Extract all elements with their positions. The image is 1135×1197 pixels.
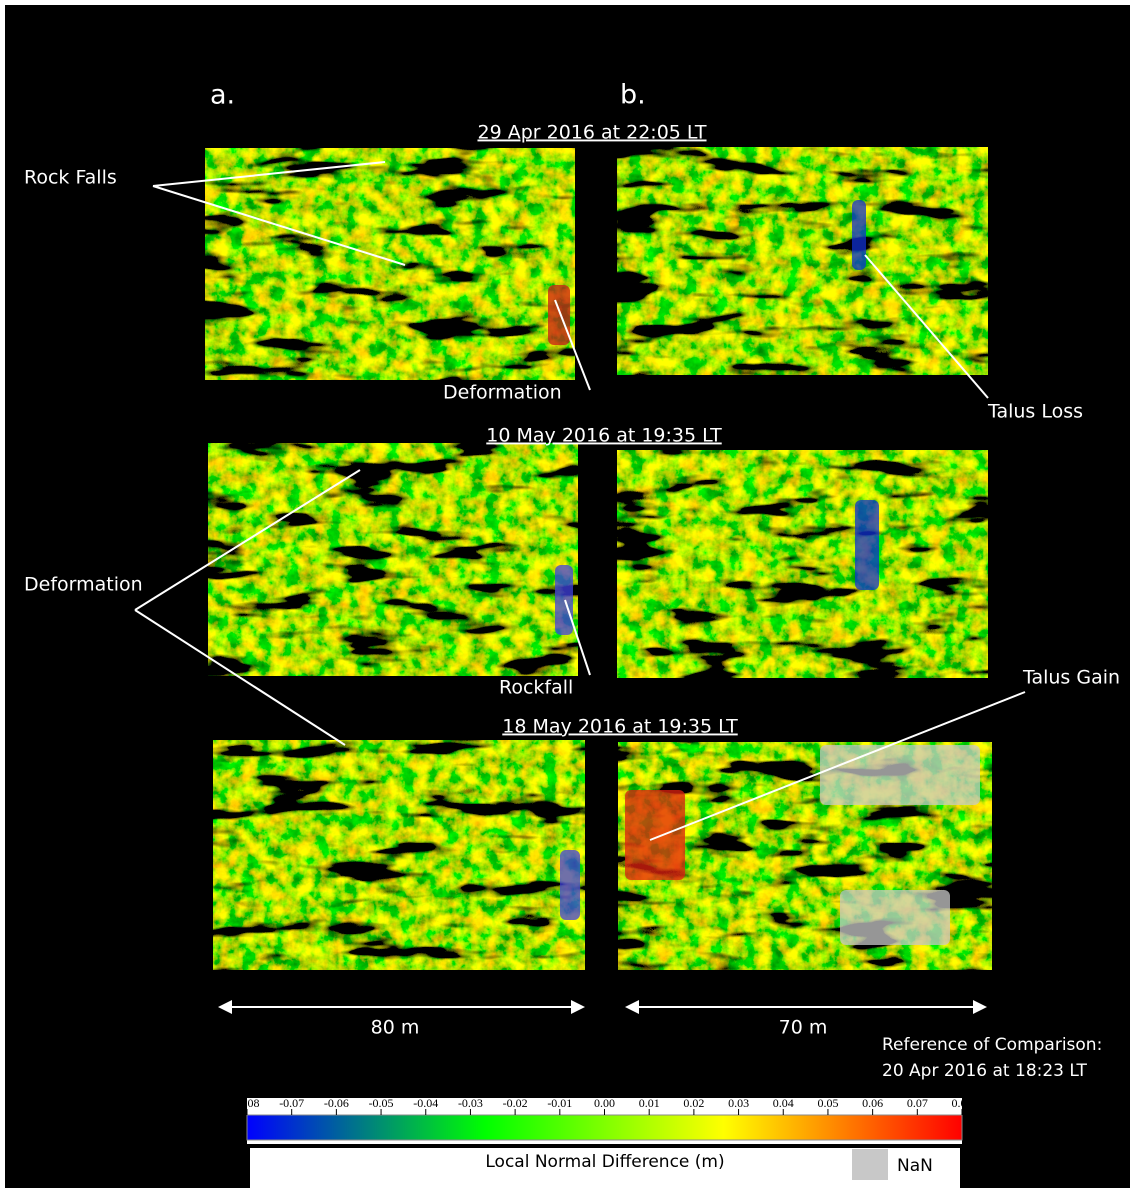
annotation: Talus Gain <box>1022 667 1120 689</box>
scale-label: 80 m <box>371 1017 420 1039</box>
colorbar-tick-label: -0.04 <box>413 1096 438 1110</box>
terrain-image <box>617 147 988 375</box>
pointer <box>864 254 989 399</box>
colorbar-tick-label: -0.05 <box>369 1096 394 1110</box>
colorbar-ticks: -0.08 -0.07 -0.06 -0.05 -0.04 -0.03 -0.02 -0.01… <box>235 1096 973 1115</box>
panel-label: a. <box>210 80 235 111</box>
colorbar-label: Local Normal Difference (m) <box>485 1152 724 1172</box>
terrain-image <box>208 443 578 676</box>
pointer <box>152 185 406 266</box>
annotation: Deformation <box>24 574 143 596</box>
nan-label: NaN <box>897 1156 933 1176</box>
date-label: 10 May 2016 at 19:35 LT <box>486 425 722 447</box>
feature <box>555 565 573 635</box>
colorbar-tick-label: 0.07 <box>907 1096 928 1110</box>
colorbar-tick-label: -0.06 <box>324 1096 349 1110</box>
colorbar-tick-label: 0.00 <box>594 1096 615 1110</box>
pointer <box>134 469 361 611</box>
terrain-image <box>213 740 585 970</box>
panel-label: b. <box>620 80 646 111</box>
feature <box>852 200 866 270</box>
annotation: Deformation <box>443 382 562 404</box>
annotation: Rockfall <box>499 677 573 699</box>
feature <box>840 890 950 945</box>
feature <box>625 790 685 880</box>
scale-bars <box>218 1000 987 1014</box>
colorbar-tick-label: 0.03 <box>728 1096 749 1110</box>
colorbar-tick-label: 0.08 <box>952 1096 973 1110</box>
date-label: 18 May 2016 at 19:35 LT <box>502 716 738 738</box>
colorbar-tick-label: -0.02 <box>503 1096 528 1110</box>
feature <box>548 285 570 345</box>
colorbar-tick-label: -0.03 <box>458 1096 483 1110</box>
date-label: 29 Apr 2016 at 22:05 LT <box>477 122 706 144</box>
annotation: Talus Loss <box>987 401 1083 423</box>
feature <box>560 850 580 920</box>
colorbar-tick-label: 0.01 <box>639 1096 660 1110</box>
colorbar-tick-label: -0.07 <box>279 1096 304 1110</box>
colorbar-tick-label: -0.08 <box>235 1096 260 1110</box>
annotation: Rock Falls <box>24 167 117 189</box>
pointer <box>564 599 591 676</box>
colorbar-tick-label: 0.02 <box>683 1096 704 1110</box>
annotation-lines <box>134 161 1026 841</box>
terrain-image <box>617 450 988 678</box>
pointer <box>152 161 386 187</box>
colorbar-label-panel <box>250 1148 960 1188</box>
scale-label: 70 m <box>779 1017 828 1039</box>
nan-swatch <box>852 1149 888 1180</box>
feature <box>820 745 980 805</box>
colorbar-tick-label: -0.01 <box>547 1096 572 1110</box>
colorbar-tick-label: 0.04 <box>773 1096 794 1110</box>
pointer <box>554 299 591 391</box>
reference-title: Reference of Comparison: <box>882 1035 1102 1055</box>
pointer <box>649 691 1026 841</box>
colorbar-tick-label: 0.06 <box>862 1096 883 1110</box>
panels <box>205 147 992 970</box>
terrain-image <box>205 148 575 380</box>
feature <box>855 500 879 590</box>
reference-date: 20 Apr 2016 at 18:23 LT <box>882 1061 1088 1081</box>
pointer <box>134 609 346 746</box>
colorbar <box>246 1114 963 1141</box>
colorbar-tick-label: 0.05 <box>817 1096 838 1110</box>
